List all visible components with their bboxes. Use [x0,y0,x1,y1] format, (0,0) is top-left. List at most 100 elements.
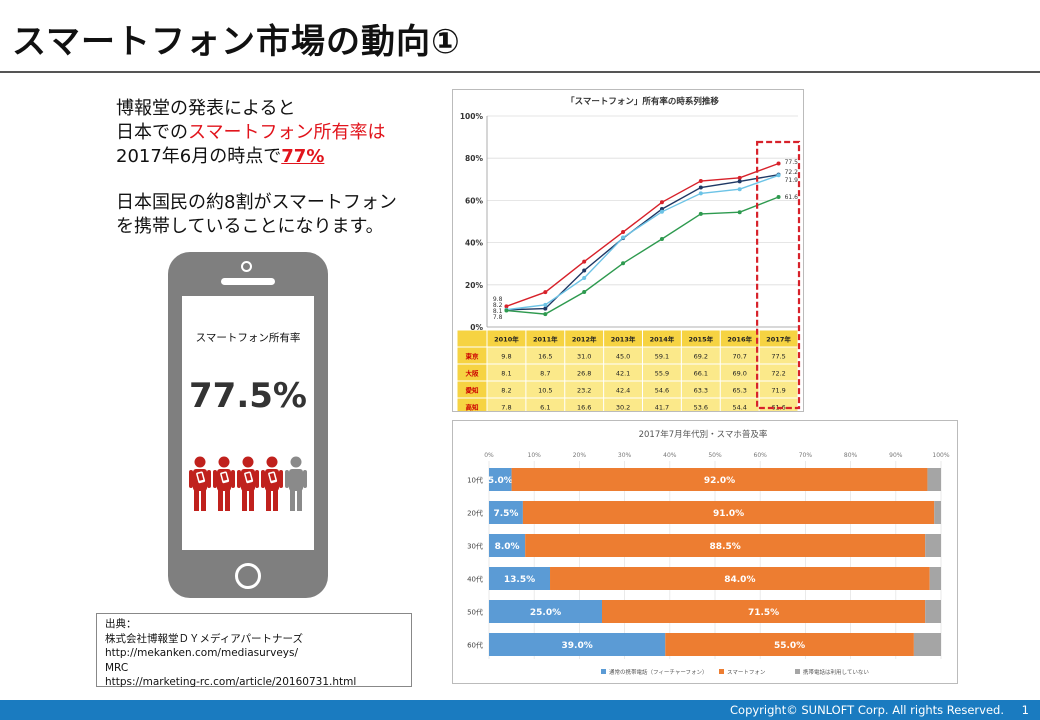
age-stacked-bar-chart: 2017年7月年代別・スマホ普及率 0% 10% 20% 30% 40% 50% 60% 70%… [452,420,958,684]
chart2-data-label: 25.0% [530,608,561,618]
chart1-table-text: 26.8 [577,370,591,378]
chart2-bar-segment-3 [929,567,941,590]
chart1-table-cell [643,381,681,398]
chart1-table-text: 42.4 [616,387,630,395]
chart1-data-point [737,187,742,192]
chart1-table-text: 16.6 [577,404,591,412]
chart1-y-tick: 0% [470,323,483,332]
chart2-bar-segment-1 [489,567,551,590]
chart1-series-line-4 [506,196,779,315]
chart2-category-label: 20代 [467,509,483,518]
chart1-y-tick: 40% [465,239,483,248]
people-pictogram [189,456,307,511]
chart1-data-point [698,191,703,196]
intro-key-value: 77% [281,146,325,167]
chart1-table-text: 66.1 [694,370,708,378]
chart1-table-text: 愛知 [466,386,480,395]
chart2-x-tick: 80% [844,452,858,459]
intro-text: 博報堂の発表によると 日本でのスマートフォン所有率は 2017年6月の時点で77… [116,97,436,261]
chart1-table-text: 16.5 [538,353,552,361]
chart2-bar-segment-3 [913,633,941,656]
chart1-table-text: 69.2 [694,353,708,361]
chart1-table-text: 59.1 [655,353,669,361]
chart2-data-label: 71.5% [748,608,779,618]
chart1-table-cell [487,347,526,364]
chart2-bar-segment-2 [511,468,928,491]
chart2-data-label: 88.5% [710,542,741,552]
chart1-data-point [582,259,587,264]
age-stacked-bar-chart-svg: 2017年7月年代別・スマホ普及率 0% 10% 20% 30% 40% 50% 60% 70%… [467,429,950,676]
chart1-data-point [737,179,742,184]
chart2-bar-segment-3 [934,501,941,524]
chart1-table-cell [457,381,487,398]
chart1-data-point [659,209,664,214]
chart2-legend-swatch [795,669,800,674]
chart1-table-text: 9.8 [501,353,511,361]
chart1-table-text: 6.1 [540,404,550,412]
chart1-table-cell [720,398,759,415]
person-icon [261,456,283,511]
chart1-data-point [543,290,548,295]
chart1-data-point [776,161,781,166]
chart1-start-label: 7.8 [493,314,503,321]
chart2-x-tick: 30% [618,452,632,459]
chart1-table-cell [565,398,604,415]
chart1-table-cell [759,381,798,398]
chart2-bar-segment-2 [665,633,914,656]
chart1-data-point [543,312,548,317]
chart1-table-header-text: 2015年 [689,335,714,344]
smartphone-illustration: スマートフォン所有率 77.5% [168,252,328,598]
phone-screen-label: スマートフォン所有率 [195,332,301,344]
phone-home-button-icon [235,563,261,589]
chart2-data-label: 92.0% [704,476,735,486]
chart2-data-label: 91.0% [713,509,744,519]
chart2-legend-label: 携帯電話は利用していない [803,668,869,676]
chart2-category-label: 50代 [467,608,483,617]
chart1-table-cell [604,381,642,398]
chart1-table-text: 23.2 [577,387,591,395]
footer-copyright: Copyright© SUNLOFT Corp. All rights Rese… [730,703,1004,717]
person-icon [189,456,211,511]
chart1-table-header-cell [457,330,487,347]
chart1-table-text: 41.7 [655,404,669,412]
chart1-highlight-box [756,140,801,410]
chart1-table-cell [720,364,759,381]
chart1-table-header-text: 2014年 [650,335,675,344]
chart1-data-point [504,304,509,309]
chart2-bar-segment-2 [525,534,926,557]
chart1-table-header-text: 2016年 [727,335,752,344]
intro-line-1: 博報堂の発表によると [116,98,296,119]
chart2-legend-swatch [719,669,724,674]
chart1-table-header-text: 2012年 [572,335,597,344]
chart2-x-tick: 100% [932,452,949,459]
chart1-data-point [659,200,664,205]
chart2-x-tick: 40% [663,452,677,459]
chart1-data-point [776,195,781,200]
chart1-table-cell [457,347,487,364]
chart1-y-tick: 80% [465,154,483,163]
chart1-table-cell [604,398,642,415]
chart1-table-text: 8.1 [501,370,511,378]
chart1-table-cell [643,347,681,364]
chart2-data-label: 5.0% [488,476,513,486]
chart1-data-point [659,237,664,242]
chart1-table-cell [643,364,681,381]
chart1-table-text: 8.2 [501,387,511,395]
chart2-data-label: 8.0% [495,542,520,552]
chart1-table-cell [526,381,565,398]
chart1-table-cell [457,398,487,415]
chart1-table-cell [720,347,759,364]
chart2-x-tick: 20% [573,452,587,459]
chart1-table-text: 7.8 [501,404,511,412]
chart1-table-text: 42.1 [616,370,630,378]
chart1-table-header-cell [565,330,604,347]
chart1-table-cell [681,364,720,381]
chart1-table-text: 大阪 [466,369,480,378]
chart1-table-text: 31.0 [577,353,591,361]
chart2-x-tick: 60% [754,452,768,459]
chart1-table-text: 69.0 [732,370,746,378]
chart2-bar-segment-3 [925,534,941,557]
chart1-table-text: 71.9 [771,387,785,395]
chart1-table-header-cell [526,330,565,347]
chart1-data-point [621,230,626,235]
